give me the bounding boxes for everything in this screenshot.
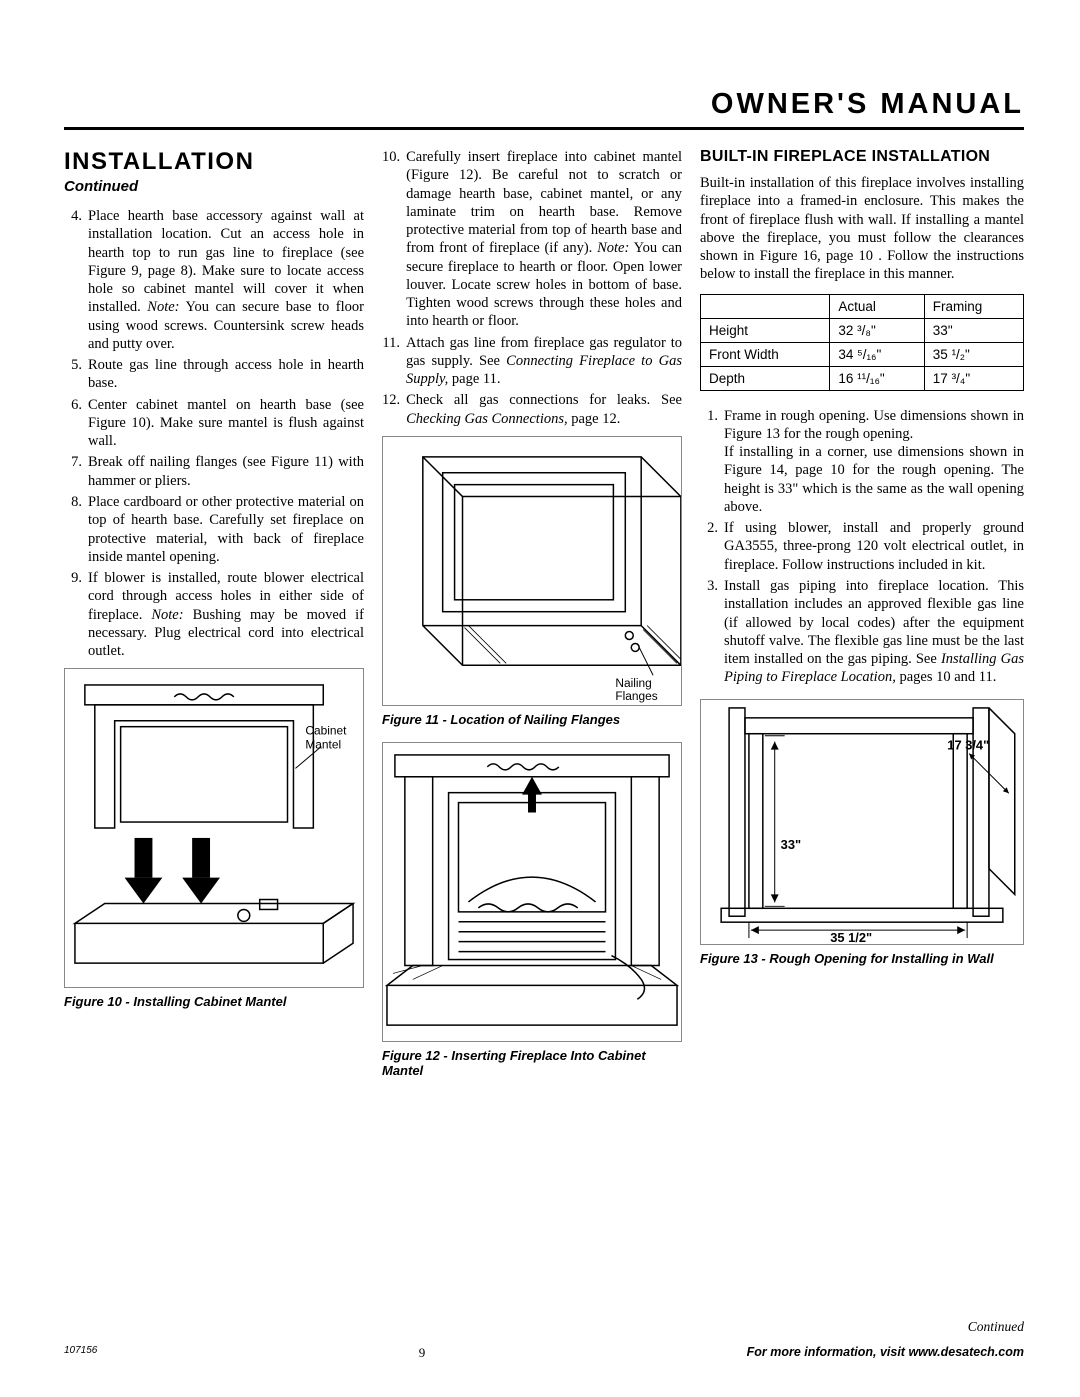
section-title-installation: INSTALLATION: [64, 148, 364, 176]
list-item: 2.If using blower, install and properly …: [700, 519, 1024, 574]
continued-label: Continued: [64, 178, 364, 195]
list-item: 5.Route gas line through access hole in …: [64, 356, 364, 393]
figure-11: Nailing Flanges: [382, 436, 682, 706]
list-item: 3. Install gas piping into fireplace loc…: [700, 577, 1024, 687]
nailing-flanges-icon: Nailing Flanges: [383, 437, 681, 705]
manual-title: OWNER'S MANUAL: [64, 88, 1024, 121]
figure-12-caption: Figure 12 - Inserting Fireplace Into Cab…: [382, 1048, 682, 1079]
table-row: Actual Framing: [701, 294, 1024, 318]
page-header: OWNER'S MANUAL: [64, 88, 1024, 130]
content-columns: INSTALLATION Continued 4. Place hearth b…: [64, 148, 1024, 1079]
list-item: 1. Frame in rough opening. Use dimension…: [700, 407, 1024, 517]
footer-info: For more information, visit www.desatech…: [747, 1345, 1024, 1361]
list-item: 8.Place cardboard or other protective ma…: [64, 493, 364, 566]
builtin-heading: BUILT-IN FIREPLACE INSTALLATION: [700, 148, 1024, 166]
table-row: Depth 16 ¹¹/₁₆" 17 ³/₄": [701, 366, 1024, 390]
doc-number: 107156: [64, 1345, 97, 1361]
page-footer: 107156 9 For more information, visit www…: [64, 1345, 1024, 1361]
instruction-list-col2: 10. Carefully insert fireplace into cabi…: [382, 148, 682, 428]
dim-height: 33": [781, 836, 801, 851]
insert-fireplace-icon: [383, 743, 681, 1041]
figure-10: Cabinet Mantel: [64, 668, 364, 988]
list-item: 7.Break off nailing flanges (see Figure …: [64, 453, 364, 490]
continued-bottom: Continued: [968, 1319, 1024, 1335]
table-row: Height 32 ³/₈" 33": [701, 318, 1024, 342]
svg-text:Flanges: Flanges: [615, 689, 657, 703]
cabinet-mantel-icon: Cabinet Mantel: [65, 669, 363, 987]
list-item: 12. Check all gas connections for leaks.…: [382, 391, 682, 428]
list-item: 11. Attach gas line from fireplace gas r…: [382, 334, 682, 389]
list-item: 10. Carefully insert fireplace into cabi…: [382, 148, 682, 331]
nailing-flanges-label: Nailing: [615, 676, 651, 690]
column-2: 10. Carefully insert fireplace into cabi…: [382, 148, 682, 1079]
table-row: Front Width 34 ⁵/₁₆" 35 ¹/₂": [701, 342, 1024, 366]
figure-13-caption: Figure 13 - Rough Opening for Installing…: [700, 951, 1024, 967]
instruction-list-col1: 4. Place hearth base accessory against w…: [64, 207, 364, 660]
page-number: 9: [419, 1345, 426, 1361]
instruction-list-col3: 1. Frame in rough opening. Use dimension…: [700, 407, 1024, 687]
builtin-intro: Built-in installation of this fireplace …: [700, 174, 1024, 284]
figure-13: 17 3/4" 33" 35 1/2": [700, 699, 1024, 945]
figure-11-caption: Figure 11 - Location of Nailing Flanges: [382, 712, 682, 728]
svg-text:Mantel: Mantel: [305, 738, 341, 752]
figure-12: [382, 742, 682, 1042]
dim-width: 35 1/2": [830, 930, 872, 944]
list-item: 9. If blower is installed, route blower …: [64, 569, 364, 660]
column-1: INSTALLATION Continued 4. Place hearth b…: [64, 148, 364, 1079]
cabinet-mantel-label: Cabinet: [305, 724, 347, 738]
list-item: 4. Place hearth base accessory against w…: [64, 207, 364, 353]
dim-depth: 17 3/4": [947, 737, 989, 752]
dimensions-table: Actual Framing Height 32 ³/₈" 33" Front …: [700, 294, 1024, 391]
rough-opening-icon: 17 3/4" 33" 35 1/2": [701, 700, 1023, 944]
list-item: 6.Center cabinet mantel on hearth base (…: [64, 396, 364, 451]
column-3: BUILT-IN FIREPLACE INSTALLATION Built-in…: [700, 148, 1024, 1079]
figure-10-caption: Figure 10 - Installing Cabinet Mantel: [64, 994, 364, 1010]
